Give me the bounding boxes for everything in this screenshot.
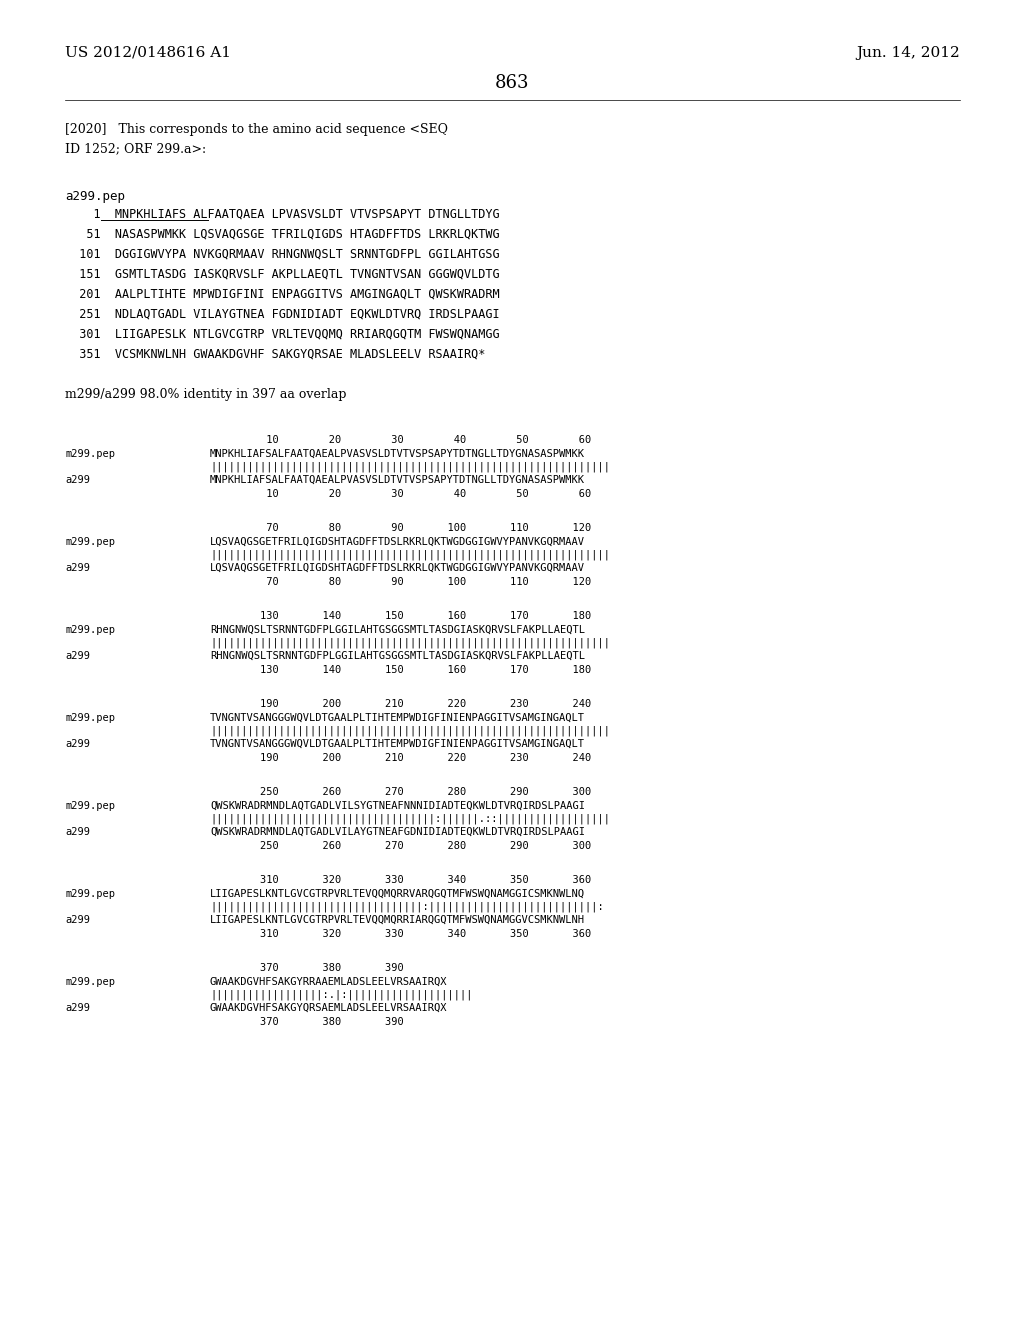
Text: RHNGNWQSLTSRNNTGDFPLGGILAHTGSGGSMTLTASDGIASKQRVSLFAKPLLAEQTL: RHNGNWQSLTSRNNTGDFPLGGILAHTGSGGSMTLTASDG… xyxy=(210,624,585,635)
Text: 70        80        90       100       110       120: 70 80 90 100 110 120 xyxy=(210,523,591,533)
Text: 351  VCSMKNWLNH GWAAKDGVHF SAKGYQRSAE MLADSLEELV RSAAIRQ*: 351 VCSMKNWLNH GWAAKDGVHF SAKGYQRSAE MLA… xyxy=(65,348,485,360)
Text: 10        20        30        40        50        60: 10 20 30 40 50 60 xyxy=(210,488,591,499)
Text: 51  NASASPWMKK LQSVAQGSGE TFRILQIGDS HTAGDFFTDS LRKRLQKTWG: 51 NASASPWMKK LQSVAQGSGE TFRILQIGDS HTAG… xyxy=(65,228,500,242)
Text: a299: a299 xyxy=(65,1003,90,1012)
Text: ||||||||||||||||||||||||||||||||||:|||||||||||||||||||||||||||:: ||||||||||||||||||||||||||||||||||:|||||… xyxy=(210,902,604,912)
Text: m299.pep: m299.pep xyxy=(65,537,115,546)
Text: m299.pep: m299.pep xyxy=(65,888,115,899)
Text: m299.pep: m299.pep xyxy=(65,624,115,635)
Text: a299: a299 xyxy=(65,828,90,837)
Text: QWSKWRADRMNDLAQTGADLVILAYGTNEAFGDNIDIADTEQKWLDTVRQIRDSLPAAGI: QWSKWRADRMNDLAQTGADLVILAYGTNEAFGDNIDIADT… xyxy=(210,828,585,837)
Text: 10        20        30        40        50        60: 10 20 30 40 50 60 xyxy=(210,436,591,445)
Text: TVNGNTVSANGGGWQVLDTGAALPLTIHTEMPWDIGFINIENPAGGITVSAMGINGAQLT: TVNGNTVSANGGGWQVLDTGAALPLTIHTEMPWDIGFINI… xyxy=(210,713,585,723)
Text: Jun. 14, 2012: Jun. 14, 2012 xyxy=(856,46,961,59)
Text: LIIGAPESLKNTLGVCGTRPVRLTEVQQMQRRIARQGQTMFWSWQNAMGGVCSMKNWLNH: LIIGAPESLKNTLGVCGTRPVRLTEVQQMQRRIARQGQTM… xyxy=(210,915,585,925)
Text: GWAAKDGVHFSAKGYRRAAEMLADSLEELVRSAAIRQX: GWAAKDGVHFSAKGYRRAAEMLADSLEELVRSAAIRQX xyxy=(210,977,447,987)
Text: 130       140       150       160       170       180: 130 140 150 160 170 180 xyxy=(210,611,591,620)
Text: ID 1252; ORF 299.a>:: ID 1252; ORF 299.a>: xyxy=(65,143,206,154)
Text: 863: 863 xyxy=(495,74,529,92)
Text: LQSVAQGSGETFRILQIGDSHTAGDFFTDSLRKRLQKTWGDGGIGWVYPANVKGQRMAAV: LQSVAQGSGETFRILQIGDSHTAGDFFTDSLRKRLQKTWG… xyxy=(210,537,585,546)
Text: a299: a299 xyxy=(65,475,90,484)
Text: LIIGAPESLKNTLGVCGTRPVRLTEVQQMQRRVARQGQTMFWSWQNAMGGICSMKNWLNQ: LIIGAPESLKNTLGVCGTRPVRLTEVQQMQRRVARQGQTM… xyxy=(210,888,585,899)
Text: 1  MNPKHLIAFS ALFAATQAEA LPVASVSLDT VTVSPSAPYT DTNGLLTDYG: 1 MNPKHLIAFS ALFAATQAEA LPVASVSLDT VTVSP… xyxy=(65,209,500,220)
Text: RHNGNWQSLTSRNNTGDFPLGGILAHTGSGGSMTLTASDGIASKQRVSLFAKPLLAEQTL: RHNGNWQSLTSRNNTGDFPLGGILAHTGSGGSMTLTASDG… xyxy=(210,651,585,661)
Text: m299.pep: m299.pep xyxy=(65,977,115,987)
Text: 301  LIIGAPESLK NTLGVCGTRP VRLTEVQQMQ RRIARQGQTM FWSWQNAMGG: 301 LIIGAPESLK NTLGVCGTRP VRLTEVQQMQ RRI… xyxy=(65,327,500,341)
Text: m299.pep: m299.pep xyxy=(65,713,115,723)
Text: 251  NDLAQTGADL VILAYGTNEA FGDNIDIADT EQKWLDTVRQ IRDSLPAAGI: 251 NDLAQTGADL VILAYGTNEA FGDNIDIADT EQK… xyxy=(65,308,500,321)
Text: GWAAKDGVHFSAKGYQRSAEMLADSLEELVRSAAIRQX: GWAAKDGVHFSAKGYQRSAEMLADSLEELVRSAAIRQX xyxy=(210,1003,447,1012)
Text: MNPKHLIAFSALFAATQAEALPVASVSLDTVTVSPSAPYTDTNGLLTDYGNASASPWMKK: MNPKHLIAFSALFAATQAEALPVASVSLDTVTVSPSAPYT… xyxy=(210,475,585,484)
Text: LQSVAQGSGETFRILQIGDSHTAGDFFTDSLRKRLQKTWGDGGIGWVYPANVKGQRMAAV: LQSVAQGSGETFRILQIGDSHTAGDFFTDSLRKRLQKTWG… xyxy=(210,564,585,573)
Text: a299: a299 xyxy=(65,651,90,661)
Text: 130       140       150       160       170       180: 130 140 150 160 170 180 xyxy=(210,665,591,675)
Text: QWSKWRADRMNDLAQTGADLVILSYGTNEAFNNNIDIADTEQKWLDTVRQIRDSLPAAGI: QWSKWRADRMNDLAQTGADLVILSYGTNEAFNNNIDIADT… xyxy=(210,801,585,810)
Text: TVNGNTVSANGGGWQVLDTGAALPLTIHTEMPWDIGFINIENPAGGITVSAMGINGAQLT: TVNGNTVSANGGGWQVLDTGAALPLTIHTEMPWDIGFINI… xyxy=(210,739,585,748)
Text: ||||||||||||||||||||||||||||||||||||||||||||||||||||||||||||||||: ||||||||||||||||||||||||||||||||||||||||… xyxy=(210,726,610,737)
Text: 310       320       330       340       350       360: 310 320 330 340 350 360 xyxy=(210,875,591,884)
Text: 101  DGGIGWVYPA NVKGQRMAAV RHNGNWQSLT SRNNTGDFPL GGILAHTGSG: 101 DGGIGWVYPA NVKGQRMAAV RHNGNWQSLT SRN… xyxy=(65,248,500,261)
Text: 250       260       270       280       290       300: 250 260 270 280 290 300 xyxy=(210,841,591,851)
Text: 250       260       270       280       290       300: 250 260 270 280 290 300 xyxy=(210,787,591,797)
Text: [2020]   This corresponds to the amino acid sequence <SEQ: [2020] This corresponds to the amino aci… xyxy=(65,123,449,136)
Text: 190       200       210       220       230       240: 190 200 210 220 230 240 xyxy=(210,752,591,763)
Text: 190       200       210       220       230       240: 190 200 210 220 230 240 xyxy=(210,700,591,709)
Text: 201  AALPLTIHTE MPWDIGFINI ENPAGGITVS AMGINGAQLT QWSKWRADRM: 201 AALPLTIHTE MPWDIGFINI ENPAGGITVS AMG… xyxy=(65,288,500,301)
Text: m299.pep: m299.pep xyxy=(65,449,115,459)
Text: 370       380       390: 370 380 390 xyxy=(210,1016,403,1027)
Text: m299.pep: m299.pep xyxy=(65,801,115,810)
Text: 151  GSMTLTASDG IASKQRVSLF AKPLLAEQTL TVNGNTVSAN GGGWQVLDTG: 151 GSMTLTASDG IASKQRVSLF AKPLLAEQTL TVN… xyxy=(65,268,500,281)
Text: a299.pep: a299.pep xyxy=(65,190,125,203)
Text: 70        80        90       100       110       120: 70 80 90 100 110 120 xyxy=(210,577,591,587)
Text: a299: a299 xyxy=(65,915,90,925)
Text: ||||||||||||||||||||||||||||||||||||||||||||||||||||||||||||||||: ||||||||||||||||||||||||||||||||||||||||… xyxy=(210,462,610,473)
Text: a299: a299 xyxy=(65,564,90,573)
Text: US 2012/0148616 A1: US 2012/0148616 A1 xyxy=(65,46,231,59)
Text: ||||||||||||||||||||||||||||||||||||:||||||.::||||||||||||||||||: ||||||||||||||||||||||||||||||||||||:|||… xyxy=(210,814,610,825)
Text: 310       320       330       340       350       360: 310 320 330 340 350 360 xyxy=(210,929,591,939)
Text: ||||||||||||||||||:.|:||||||||||||||||||||: ||||||||||||||||||:.|:||||||||||||||||||… xyxy=(210,990,472,1001)
Text: ||||||||||||||||||||||||||||||||||||||||||||||||||||||||||||||||: ||||||||||||||||||||||||||||||||||||||||… xyxy=(210,550,610,561)
Text: m299/a299 98.0% identity in 397 aa overlap: m299/a299 98.0% identity in 397 aa overl… xyxy=(65,388,346,401)
Text: ||||||||||||||||||||||||||||||||||||||||||||||||||||||||||||||||: ||||||||||||||||||||||||||||||||||||||||… xyxy=(210,638,610,648)
Text: MNPKHLIAFSALFAATQAEALPVASVSLDTVTVSPSAPYTDTNGLLTDYGNASASPWMKK: MNPKHLIAFSALFAATQAEALPVASVSLDTVTVSPSAPYT… xyxy=(210,449,585,459)
Text: 370       380       390: 370 380 390 xyxy=(210,964,403,973)
Text: a299: a299 xyxy=(65,739,90,748)
